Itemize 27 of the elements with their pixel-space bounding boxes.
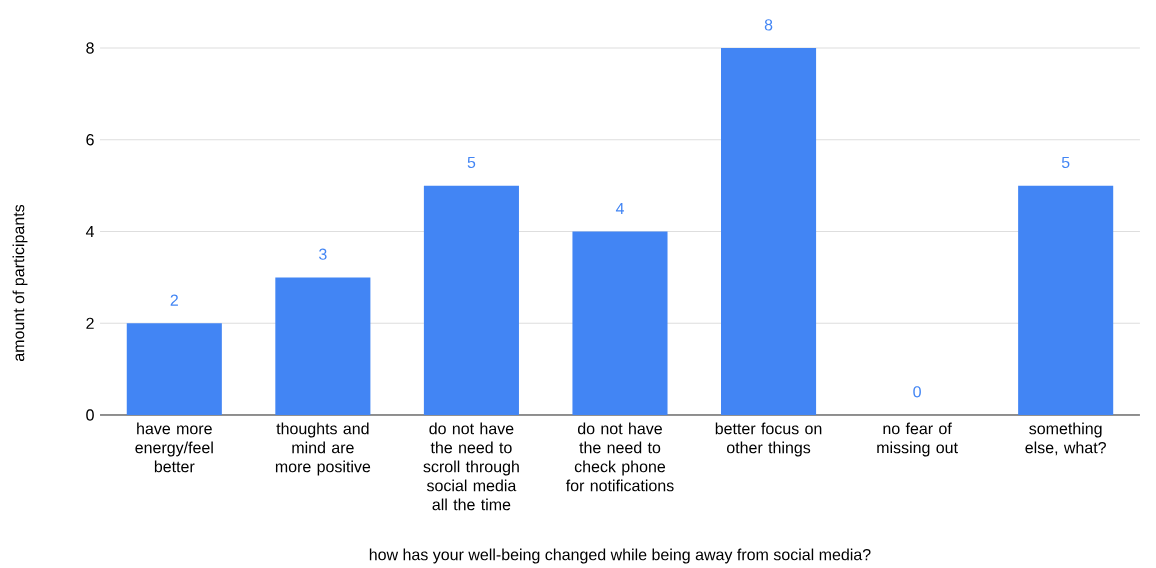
data-label: 8	[764, 19, 773, 31]
x-axis-title: how has your well-being changed while being away from social media?	[369, 548, 871, 564]
y-tick-label: 8	[86, 42, 94, 54]
y-tick-label: 2	[86, 317, 94, 329]
data-label: 5	[467, 156, 476, 169]
x-tick-label: something else, what?	[1025, 422, 1106, 456]
data-label: 0	[913, 386, 921, 398]
y-tick-label: 0	[86, 409, 94, 421]
data-label: 5	[1061, 156, 1070, 169]
bar	[1018, 185, 1114, 415]
bar	[572, 231, 668, 415]
bar	[721, 48, 817, 415]
data-label: 4	[615, 202, 624, 214]
bar	[423, 185, 519, 415]
x-tick-label: no fear of missing out	[877, 422, 958, 457]
x-tick-label: do not have the need to check phone for notifications	[565, 422, 674, 492]
bar	[275, 277, 371, 415]
data-label: 3	[319, 248, 327, 260]
bar	[126, 323, 222, 415]
y-tick-label: 4	[85, 226, 95, 238]
x-tick-label: have more energy/feel better	[135, 422, 213, 473]
data-label: 2	[170, 294, 178, 306]
x-tick-label: do not have the need to scroll through social media all the time	[423, 422, 519, 511]
x-tick-label: thoughts and mind are more positive	[275, 422, 371, 476]
y-axis-title: amount of participants	[12, 204, 28, 362]
y-tick-label: 6	[86, 134, 94, 146]
x-tick-label: better focus on other things	[715, 422, 822, 457]
